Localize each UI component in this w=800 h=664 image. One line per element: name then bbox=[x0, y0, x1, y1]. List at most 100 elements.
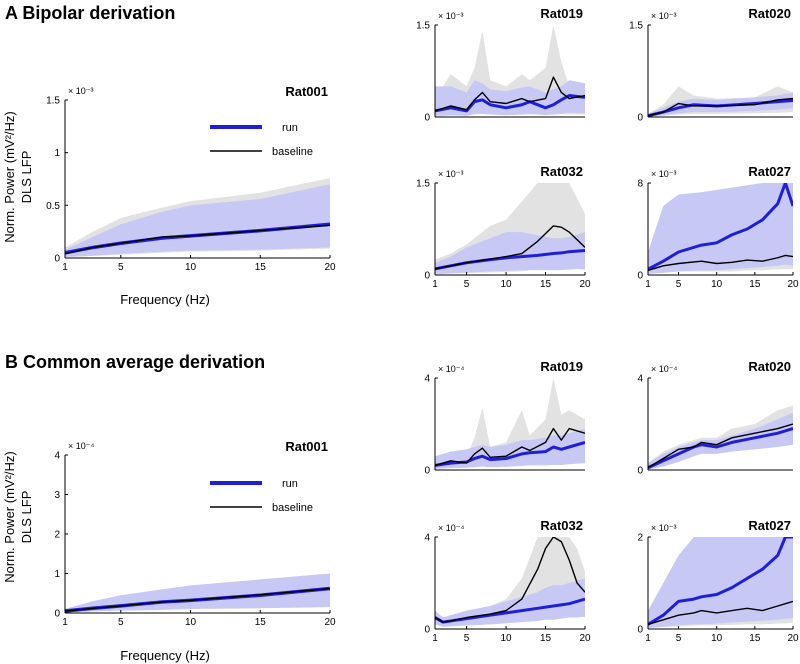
y-exponent-label: × 10⁻⁴ bbox=[651, 364, 678, 374]
y-exponent-label: × 10⁻³ bbox=[651, 523, 677, 533]
y-exponent-label: × 10⁻³ bbox=[68, 86, 94, 96]
plot-area bbox=[435, 378, 585, 469]
panel-title: Rat032 bbox=[540, 518, 583, 533]
y-tick-label: 0 bbox=[54, 254, 60, 265]
x-tick-label: 10 bbox=[500, 633, 512, 644]
x-tick-label: 15 bbox=[255, 617, 267, 628]
baseline-series-line bbox=[648, 254, 793, 272]
y-tick-label: 2 bbox=[637, 533, 643, 544]
y-tick-label: 0 bbox=[54, 609, 60, 620]
baseline-series-line bbox=[435, 225, 585, 270]
panel-title: Rat001 bbox=[285, 84, 328, 99]
panel-title: Rat027 bbox=[748, 518, 791, 533]
x-tick-label: 10 bbox=[711, 633, 723, 644]
baseline-series-line bbox=[648, 423, 793, 469]
baseline-series-line bbox=[648, 97, 793, 117]
y-tick-label: 0 bbox=[637, 466, 643, 477]
section-b-title: B Common average derivation bbox=[5, 352, 265, 372]
x-tick-label: 15 bbox=[749, 633, 761, 644]
plot-area bbox=[435, 537, 585, 627]
x-tick-label: 5 bbox=[464, 633, 470, 644]
y-tick-label: 0 bbox=[424, 625, 430, 636]
x-tick-label: 15 bbox=[749, 279, 761, 290]
plot-area bbox=[648, 405, 793, 470]
plot-area bbox=[65, 177, 330, 257]
x-tick-label: 15 bbox=[540, 633, 552, 644]
y-tick-label: 3 bbox=[54, 490, 60, 501]
panel-title: Rat019 bbox=[540, 359, 583, 374]
plot-area bbox=[65, 573, 330, 613]
x-tick-label: 20 bbox=[324, 617, 336, 628]
y-exponent-label: × 10⁻³ bbox=[651, 11, 677, 21]
panel-title: Rat019 bbox=[540, 6, 583, 21]
run-band bbox=[65, 573, 330, 613]
x-tick-label: 1 bbox=[645, 633, 651, 644]
y-tick-label: 0 bbox=[424, 113, 430, 124]
y-tick-label: 0 bbox=[424, 271, 430, 282]
plot-area bbox=[435, 183, 585, 275]
y-tick-label: 4 bbox=[54, 451, 60, 462]
legend-baseline-label: baseline bbox=[272, 502, 313, 514]
x-tick-label: 10 bbox=[185, 262, 197, 273]
legend-baseline-label: baseline bbox=[272, 146, 313, 158]
x-tick-label: 20 bbox=[787, 279, 799, 290]
y-tick-label: 0 bbox=[637, 625, 643, 636]
run-band bbox=[435, 578, 585, 627]
y-tick-label: 4 bbox=[637, 374, 643, 385]
y-tick-label: 1 bbox=[54, 148, 60, 159]
y-tick-label: 0 bbox=[637, 271, 643, 282]
run-band bbox=[648, 537, 793, 629]
y-tick-label: 1.5 bbox=[416, 21, 430, 32]
y-tick-label: 1.5 bbox=[416, 179, 430, 190]
x-tick-label: 1 bbox=[645, 279, 651, 290]
b-xlabel: Frequency (Hz) bbox=[120, 648, 210, 663]
panel-b_rat020: 0 4 × 10⁻⁴ Rat020 bbox=[637, 359, 793, 477]
b-ylabel-line1: Norm. Power (mV²/Hz) bbox=[2, 451, 17, 582]
x-tick-label: 5 bbox=[118, 617, 124, 628]
baseline-series-line bbox=[435, 76, 585, 112]
a-xlabel: Frequency (Hz) bbox=[120, 292, 210, 307]
baseline-series-line bbox=[435, 427, 585, 467]
section-a-title: A Bipolar derivation bbox=[5, 3, 175, 23]
x-tick-label: 20 bbox=[579, 633, 591, 644]
x-tick-label: 20 bbox=[787, 633, 799, 644]
run-series-line bbox=[648, 427, 793, 470]
legend-run-label: run bbox=[282, 478, 298, 490]
x-tick-label: 10 bbox=[185, 617, 197, 628]
panel-title: Rat032 bbox=[540, 164, 583, 179]
baseline-series-line bbox=[435, 537, 585, 623]
run-band bbox=[65, 184, 330, 257]
x-tick-label: 5 bbox=[676, 633, 682, 644]
x-tick-label: 1 bbox=[432, 633, 438, 644]
panel-b_rat019: 0 4 × 10⁻⁴ Rat019 bbox=[424, 359, 585, 477]
run-series-line bbox=[648, 537, 793, 626]
panel-a_rat019: 0 1.5 × 10⁻³ Rat019 bbox=[416, 6, 585, 124]
y-tick-label: 4 bbox=[424, 374, 430, 385]
y-exponent-label: × 10⁻⁴ bbox=[68, 441, 95, 451]
run-band bbox=[648, 412, 793, 470]
legend-b: run baseline bbox=[210, 478, 313, 514]
y-exponent-label: × 10⁻³ bbox=[438, 169, 464, 179]
panel-title: Rat020 bbox=[748, 359, 791, 374]
y-exponent-label: × 10⁻³ bbox=[651, 169, 677, 179]
y-tick-label: 1.5 bbox=[46, 96, 60, 107]
run-series-line bbox=[435, 94, 585, 113]
plot-area bbox=[435, 25, 585, 117]
x-tick-label: 20 bbox=[579, 279, 591, 290]
x-tick-label: 10 bbox=[500, 279, 512, 290]
legend-run-label: run bbox=[282, 122, 298, 134]
baseline-series-line bbox=[65, 224, 330, 255]
y-tick-label: 0 bbox=[424, 466, 430, 477]
plot-area bbox=[648, 183, 793, 274]
y-tick-label: 0.5 bbox=[46, 201, 60, 212]
b-ylabel-line2: DLS LFP bbox=[19, 491, 34, 544]
y-tick-label: 8 bbox=[637, 179, 643, 190]
x-tick-label: 15 bbox=[540, 279, 552, 290]
x-tick-label: 1 bbox=[62, 617, 68, 628]
